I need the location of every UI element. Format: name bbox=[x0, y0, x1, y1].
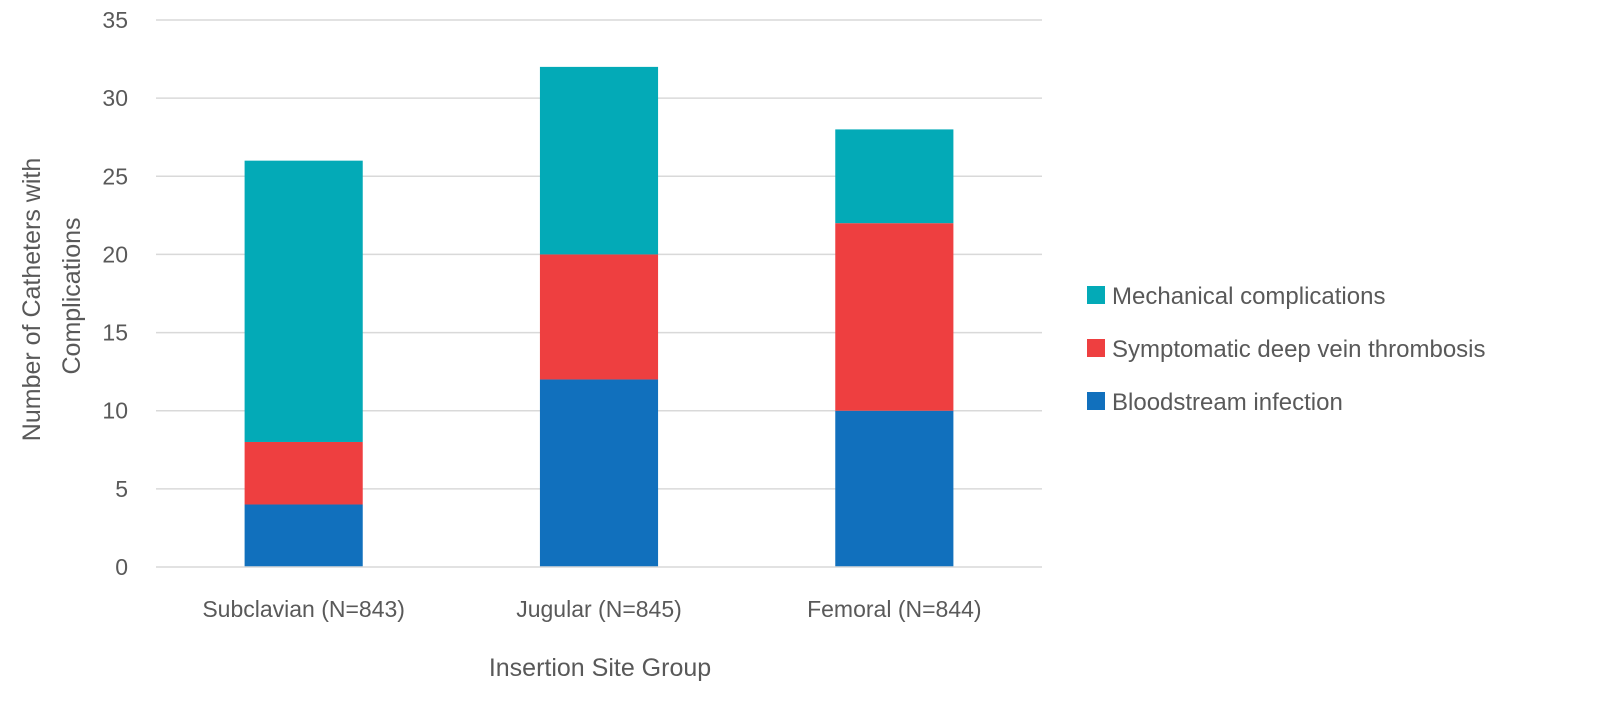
bar-segment bbox=[539, 254, 659, 380]
x-axis-title: Insertion Site Group bbox=[489, 654, 711, 682]
legend-label: Symptomatic deep vein thrombosis bbox=[1112, 336, 1486, 363]
y-tick-label: 25 bbox=[102, 163, 128, 189]
bar-segment bbox=[835, 410, 954, 567]
bar-segment bbox=[539, 379, 659, 567]
bar-segment bbox=[539, 66, 659, 255]
bar-segment bbox=[835, 223, 954, 411]
y-tick-label: 15 bbox=[102, 320, 128, 346]
legend-swatch bbox=[1087, 286, 1105, 304]
legend-label: Bloodstream infection bbox=[1112, 389, 1343, 416]
bar-segment bbox=[244, 504, 363, 567]
y-axis-title-line-1: Number of Catheters with bbox=[18, 158, 46, 441]
y-tick-label: 20 bbox=[102, 241, 128, 267]
y-tick-label: 5 bbox=[115, 476, 128, 502]
y-tick-label: 10 bbox=[102, 398, 128, 424]
y-tick-label: 30 bbox=[102, 85, 128, 111]
y-tick-label: 35 bbox=[102, 7, 128, 33]
x-axis-tick-labels: Subclavian (N=843) Jugular (N=845) Femoral… bbox=[202, 596, 981, 622]
y-tick-label: 0 bbox=[115, 554, 128, 580]
legend-swatch bbox=[1087, 339, 1105, 357]
bar-segment bbox=[244, 160, 363, 442]
bar-segment bbox=[835, 129, 954, 224]
bar-segment bbox=[244, 441, 363, 505]
legend-label: Mechanical complications bbox=[1112, 283, 1385, 310]
y-axis-title-line-2: Complications bbox=[58, 217, 86, 374]
legend-swatch bbox=[1087, 392, 1105, 410]
x-tick-label: Subclavian (N=843) bbox=[202, 596, 405, 622]
x-tick-label: Jugular (N=845) bbox=[516, 596, 682, 622]
y-axis-tick-labels: 0 5 10 15 20 25 30 35 bbox=[102, 7, 128, 580]
legend: Mechanical complications Symptomatic deep… bbox=[1087, 283, 1486, 416]
bars bbox=[244, 66, 954, 567]
x-tick-label: Femoral (N=844) bbox=[807, 596, 981, 622]
y-axis-title: Number of Catheters with Complications bbox=[18, 151, 86, 441]
